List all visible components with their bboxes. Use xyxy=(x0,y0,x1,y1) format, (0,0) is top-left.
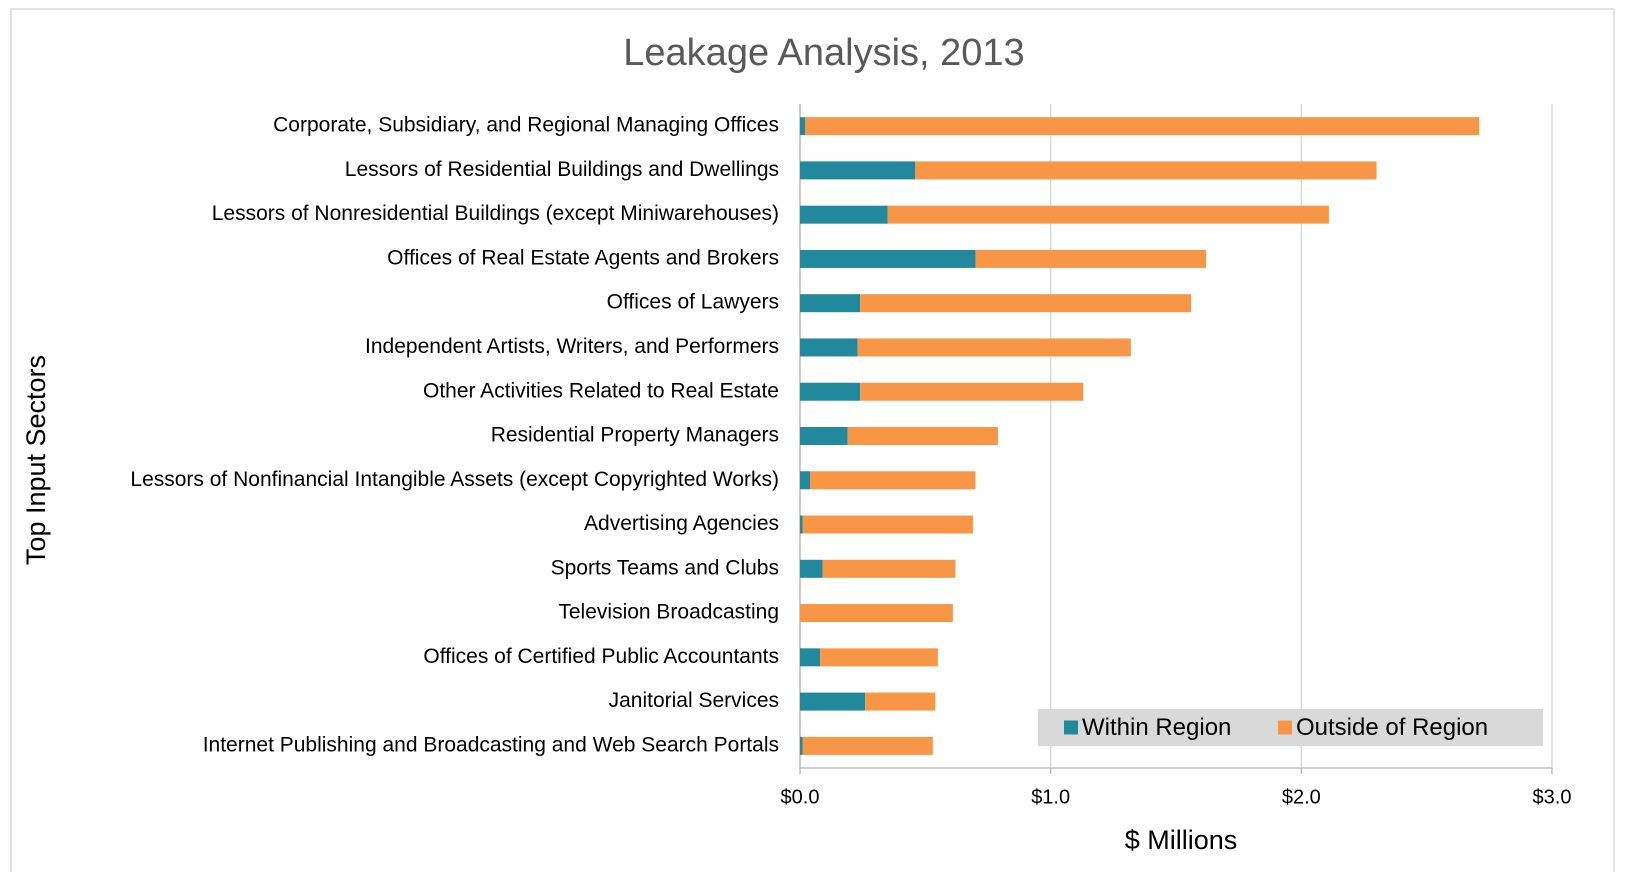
y-tick-label: Other Activities Related to Real Estate xyxy=(423,379,779,402)
bar-segment xyxy=(860,294,1192,313)
y-tick-label: Advertising Agencies xyxy=(584,512,779,535)
bar-segment xyxy=(822,559,956,578)
y-tick-label: Independent Artists, Writers, and Perfor… xyxy=(365,335,779,358)
bar-segment xyxy=(800,471,811,490)
bar-segment xyxy=(800,294,861,313)
y-tick-label: Offices of Certified Public Accountants xyxy=(423,645,779,668)
bar-segment xyxy=(800,559,823,578)
bar-segment xyxy=(800,205,888,224)
y-tick-label: Lessors of Nonfinancial Intangible Asset… xyxy=(130,468,779,491)
y-tick-label: Sports Teams and Clubs xyxy=(551,556,779,579)
y-tick-label: Internet Publishing and Broadcasting and… xyxy=(203,733,779,756)
legend-label: Outside of Region xyxy=(1296,714,1488,741)
bar-segment xyxy=(800,604,953,623)
x-tick-label: $3.0 xyxy=(1533,786,1572,808)
y-tick-label: Television Broadcasting xyxy=(558,601,779,624)
bar-segment xyxy=(857,338,1131,357)
bar-segment xyxy=(800,736,803,755)
bar-segment xyxy=(800,161,916,180)
bar-segment xyxy=(887,205,1329,224)
bar-segment xyxy=(820,648,938,667)
legend-swatch xyxy=(1278,720,1292,735)
bar-segment xyxy=(800,692,866,711)
y-tick-label: Residential Property Managers xyxy=(491,424,779,447)
bar-segment xyxy=(800,338,858,357)
x-tick-label: $1.0 xyxy=(1031,786,1070,808)
x-tick-label: $0.0 xyxy=(781,786,820,808)
bar-segment xyxy=(975,249,1207,268)
bar-segment xyxy=(800,117,806,136)
bar-segment xyxy=(847,427,999,445)
bar-segment xyxy=(802,515,973,534)
bar-segment xyxy=(800,249,976,268)
legend-swatch xyxy=(1064,720,1078,735)
chart-title: Leakage Analysis, 2013 xyxy=(623,32,1024,74)
bar-segment xyxy=(800,427,848,445)
bar-segment xyxy=(800,515,803,534)
y-tick-label: Corporate, Subsidiary, and Regional Mana… xyxy=(273,114,779,137)
bar-segment xyxy=(865,692,936,711)
y-tick-label: Janitorial Services xyxy=(609,689,779,712)
y-tick-label: Lessors of Nonresidential Buildings (exc… xyxy=(212,202,779,225)
y-tick-label: Offices of Lawyers xyxy=(607,291,779,314)
y-tick-label: Offices of Real Estate Agents and Broker… xyxy=(387,246,779,269)
bar-segment xyxy=(860,382,1084,401)
bar-segment xyxy=(802,736,933,755)
bar-segment xyxy=(810,471,976,490)
y-tick-label: Lessors of Residential Buildings and Dwe… xyxy=(345,158,779,181)
bar-segment xyxy=(805,117,1480,136)
bar-segment xyxy=(800,648,821,667)
x-tick-label: $2.0 xyxy=(1282,786,1321,808)
legend-label: Within Region xyxy=(1082,714,1231,741)
bar-segment xyxy=(915,161,1377,180)
bar-segment xyxy=(800,382,861,401)
y-axis-label: Top Input Sectors xyxy=(21,355,51,565)
x-axis-label: $ Millions xyxy=(1125,825,1238,855)
